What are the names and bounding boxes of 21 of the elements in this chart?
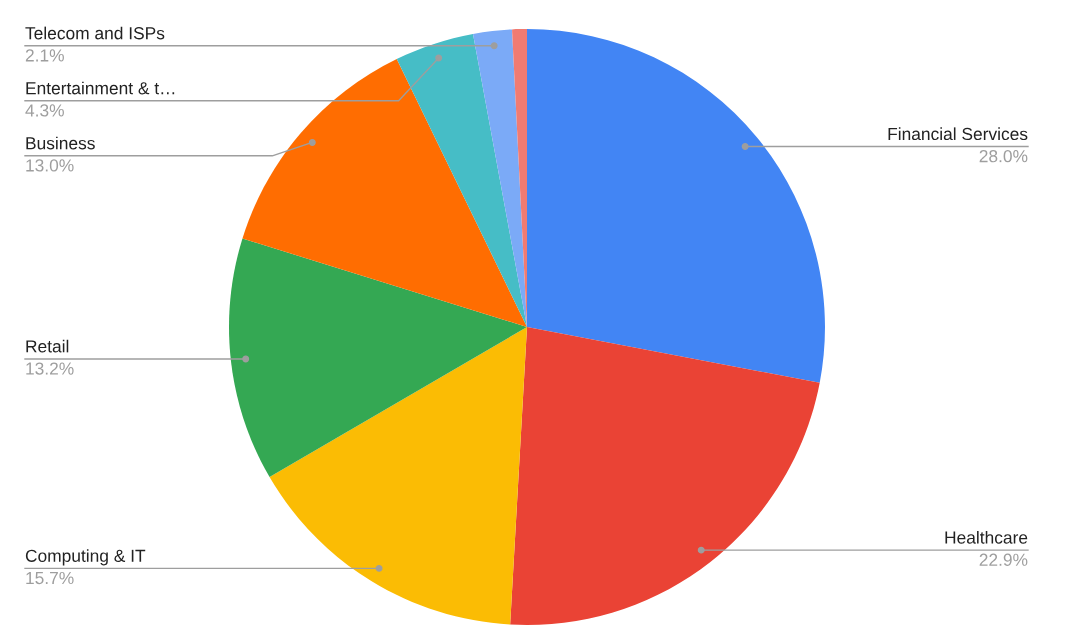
data-label: 2.1% <box>25 49 64 62</box>
slice-label: Retail <box>26 339 69 353</box>
slice-label: Business <box>26 136 95 150</box>
pie-slice <box>396 33 527 327</box>
pie-slice <box>269 327 527 625</box>
slice-label: Computing & IT <box>25 549 146 566</box>
data-label: 4.3% <box>25 104 64 117</box>
data-label: 22.9% <box>979 553 1028 566</box>
pie-slice <box>473 29 527 327</box>
pie-slice <box>229 238 527 478</box>
pie-slice <box>510 327 820 625</box>
slice-label: Entertainment & t… <box>26 81 175 95</box>
data-label: 28.0% <box>979 150 1028 163</box>
slice-label: Telecom and ISPs <box>25 26 165 40</box>
data-label: 13.2% <box>26 362 74 375</box>
slice-label: Healthcare <box>945 530 1028 544</box>
pie-slice <box>242 58 527 327</box>
data-label: 15.7% <box>26 571 74 585</box>
data-label: 13.0% <box>26 159 74 172</box>
slice-label: Financial Services <box>888 127 1028 141</box>
pie-slice <box>527 29 825 383</box>
